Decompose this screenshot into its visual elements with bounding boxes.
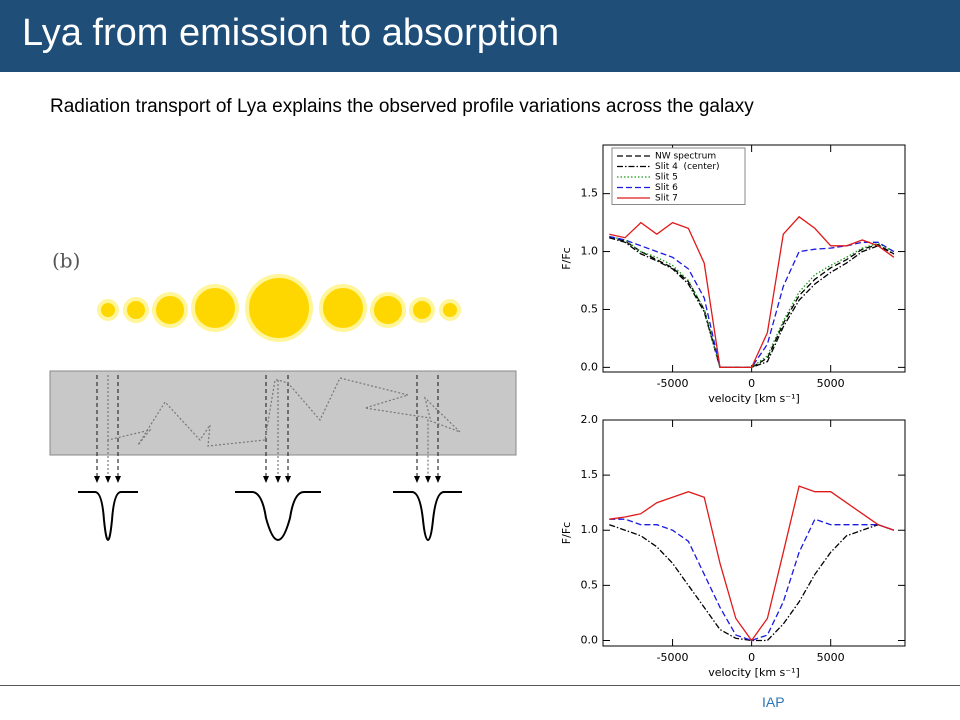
x-axis-label: velocity [km s⁻¹]	[708, 392, 800, 405]
y-tick-label: 1.5	[581, 468, 599, 481]
cluster	[439, 299, 461, 321]
cluster	[245, 274, 313, 342]
x-tick-label: 5000	[817, 651, 845, 664]
legend-label: Slit 7	[655, 194, 678, 204]
x-tick-label: 5000	[817, 377, 845, 390]
footer-rule	[0, 685, 960, 686]
y-tick-label: 1.0	[581, 523, 599, 536]
photon-paths	[94, 375, 461, 483]
legend-box	[611, 147, 746, 205]
header-bar: Lya from emission to absorption	[0, 0, 960, 72]
y-tick-label: 2.0	[581, 413, 599, 426]
y-tick-label: 0.5	[581, 302, 599, 315]
absorption-profiles	[78, 491, 462, 542]
x-tick-label: -5000	[657, 377, 689, 390]
series-line	[609, 485, 895, 642]
x-tick-label: 0	[748, 651, 755, 664]
x-tick-label: -5000	[657, 651, 689, 664]
cluster	[123, 297, 149, 323]
series-line	[609, 518, 895, 642]
y-tick-label: 0.5	[581, 578, 599, 591]
cluster	[152, 292, 188, 328]
legend-label: Slit 5	[655, 173, 678, 183]
legend-label: Slit 4 (center)	[655, 162, 720, 172]
legend-label: Slit 6	[655, 183, 678, 193]
subtitle: Radiation transport of Lya explains the …	[50, 96, 754, 117]
y-tick-label: 0.0	[581, 360, 599, 373]
x-axis-label: velocity [km s⁻¹]	[708, 666, 800, 679]
footer: IAP	[762, 694, 785, 710]
series-line	[609, 524, 895, 642]
legend-label: NW spectrum	[655, 152, 716, 162]
gas-slab	[49, 370, 517, 456]
x-tick-label: 0	[748, 377, 755, 390]
series-line	[609, 237, 895, 369]
cluster	[319, 284, 367, 332]
cluster	[370, 292, 406, 328]
diagram-label: (b)	[52, 249, 80, 273]
y-tick-label: 1.5	[581, 187, 599, 200]
y-tick-label: 1.0	[581, 245, 599, 258]
y-axis-label: F/Fc	[560, 247, 573, 269]
cluster	[409, 297, 435, 323]
cluster	[191, 284, 239, 332]
series-line	[609, 237, 895, 369]
star-clusters	[97, 274, 461, 342]
slide-title: Lya from emission to absorption	[22, 12, 560, 54]
series-line	[609, 215, 895, 369]
series-line	[609, 235, 895, 369]
plot-frame	[602, 419, 906, 647]
y-tick-label: 0.0	[581, 633, 599, 646]
cluster	[97, 299, 119, 321]
y-axis-label: F/Fc	[560, 522, 573, 544]
